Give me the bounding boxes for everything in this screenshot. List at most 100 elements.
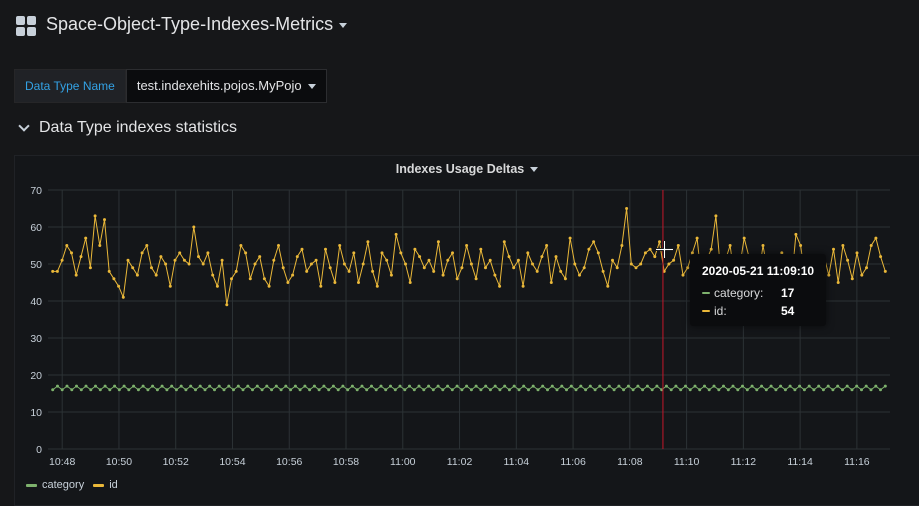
- data-point-category-174: [879, 388, 882, 392]
- data-point-category-55: [312, 384, 316, 388]
- x-tick-label-1102: 11:02: [447, 456, 473, 468]
- variable-value-dropdown[interactable]: test.indexehits.pojos.MyPojo: [125, 69, 327, 103]
- data-point-category-56: [317, 388, 321, 392]
- data-point-id-0: [51, 269, 55, 273]
- data-point-category-14: [117, 388, 121, 392]
- data-point-id-70: [380, 251, 384, 255]
- dashboard-title-picker[interactable]: Space-Object-Type-Indexes-Metrics: [46, 14, 348, 35]
- legend-item-category[interactable]: category: [26, 479, 84, 491]
- data-point-id-141: [714, 214, 718, 218]
- data-point-category-111: [579, 384, 583, 388]
- tooltip-swatch-category: [702, 292, 710, 294]
- data-point-category-142: [726, 388, 730, 392]
- data-point-category-113: [588, 384, 592, 388]
- data-point-category-166: [841, 388, 844, 392]
- panel-title-menu[interactable]: Indexes Usage Deltas: [15, 162, 919, 176]
- data-point-id-34: [211, 273, 215, 277]
- data-point-category-94: [498, 388, 502, 392]
- data-point-category-137: [703, 384, 706, 388]
- data-point-category-32: [203, 388, 207, 392]
- data-point-category-19: [141, 384, 145, 388]
- data-point-category-88: [469, 388, 473, 392]
- data-point-category-100: [527, 388, 530, 392]
- data-point-category-155: [788, 384, 792, 388]
- data-point-category-41: [246, 384, 250, 388]
- chart-legend: category id: [26, 479, 127, 491]
- data-point-category-165: [836, 384, 840, 388]
- data-point-id-31: [197, 255, 200, 259]
- data-point-id-95: [498, 284, 502, 288]
- data-point-id-79: [422, 266, 426, 270]
- tooltip-swatch-id: [702, 310, 710, 312]
- data-point-id-144: [728, 244, 732, 247]
- data-point-id-14: [117, 284, 121, 288]
- row-header[interactable]: Data Type indexes statistics: [18, 119, 238, 137]
- y-tick-label-20: 20: [30, 370, 42, 382]
- legend-item-id[interactable]: id: [93, 479, 118, 491]
- data-point-category-12: [108, 388, 112, 392]
- data-point-category-167: [845, 384, 849, 388]
- tooltip-label-id: id:: [714, 304, 727, 318]
- data-point-id-33: [206, 251, 210, 255]
- data-point-id-57: [319, 284, 323, 288]
- data-point-category-79: [427, 384, 431, 388]
- dashboard-grid-icon[interactable]: [16, 16, 36, 36]
- data-point-category-42: [251, 388, 254, 392]
- data-point-category-148: [755, 388, 759, 392]
- data-point-category-84: [450, 388, 454, 392]
- data-point-category-13: [113, 384, 117, 388]
- data-point-category-2: [60, 388, 64, 392]
- data-point-id-83: [441, 273, 445, 277]
- data-point-category-99: [522, 384, 526, 388]
- data-point-category-145: [741, 384, 744, 388]
- data-point-category-151: [769, 384, 773, 388]
- data-point-category-61: [341, 384, 345, 388]
- data-point-category-35: [217, 384, 221, 388]
- data-point-category-11: [103, 384, 107, 388]
- x-tick-label-1048: 10:48: [49, 456, 75, 468]
- data-point-category-53: [303, 384, 307, 388]
- data-point-category-150: [764, 388, 768, 392]
- data-point-category-31: [198, 384, 202, 388]
- data-point-id-124: [634, 266, 638, 270]
- data-point-id-176: [879, 255, 883, 259]
- data-point-category-158: [802, 388, 806, 392]
- y-tick-label-0: 0: [36, 444, 42, 456]
- data-point-id-87: [460, 266, 464, 270]
- data-point-category-68: [374, 388, 378, 392]
- data-point-category-58: [327, 388, 331, 392]
- data-point-category-140: [717, 388, 721, 392]
- data-point-id-88: [465, 244, 469, 247]
- data-point-id-59: [328, 266, 332, 270]
- data-point-id-169: [846, 258, 850, 262]
- data-point-id-69: [375, 284, 379, 288]
- data-point-id-127: [648, 247, 652, 251]
- data-point-category-101: [531, 384, 535, 388]
- data-point-category-18: [136, 388, 140, 392]
- data-point-category-6: [79, 388, 83, 392]
- row-title: Data Type indexes statistics: [39, 119, 238, 136]
- data-point-category-133: [684, 384, 687, 388]
- data-point-category-7: [84, 384, 88, 388]
- data-point-id-80: [427, 258, 431, 262]
- data-point-category-15: [122, 384, 126, 388]
- data-point-category-152: [774, 388, 778, 392]
- data-point-category-170: [860, 388, 863, 392]
- data-point-category-26: [174, 388, 178, 392]
- data-point-id-5: [74, 273, 78, 277]
- data-point-id-43: [253, 262, 257, 266]
- data-point-id-128: [653, 255, 657, 259]
- data-point-category-75: [408, 384, 411, 388]
- data-point-id-110: [568, 236, 572, 240]
- data-point-id-40: [239, 244, 243, 247]
- x-tick-label-1106: 11:06: [560, 456, 586, 468]
- data-point-category-86: [460, 388, 464, 392]
- variable-value: test.indexehits.pojos.MyPojo: [136, 78, 302, 93]
- data-point-category-109: [569, 384, 573, 388]
- data-point-id-119: [611, 258, 614, 262]
- y-tick-label-10: 10: [30, 407, 42, 419]
- data-point-category-107: [560, 384, 564, 388]
- legend-label-id: id: [109, 479, 118, 491]
- data-point-category-4: [70, 388, 74, 392]
